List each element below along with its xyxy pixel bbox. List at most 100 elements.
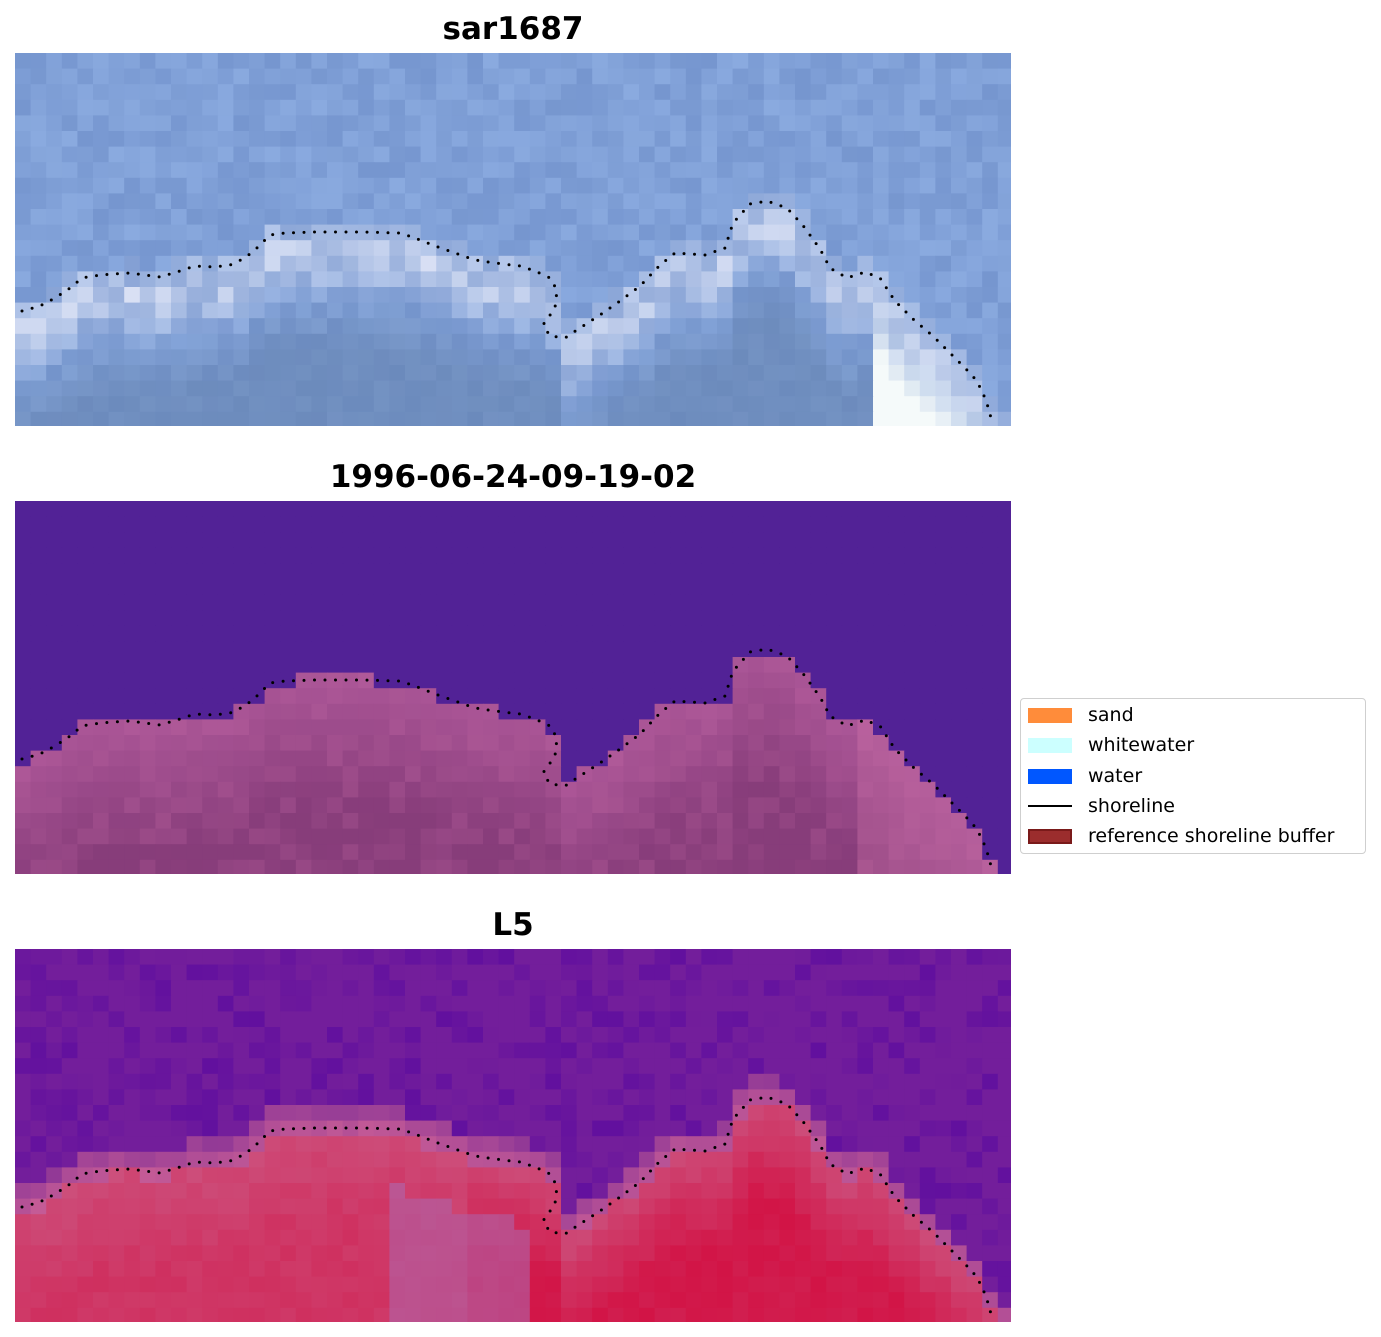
pixel-cell bbox=[873, 396, 890, 413]
pixel-cell bbox=[405, 501, 422, 518]
pixel-cell bbox=[717, 672, 734, 689]
pixel-cell bbox=[171, 1073, 188, 1090]
pixel-cell bbox=[982, 271, 999, 288]
pixel-cell bbox=[155, 1229, 172, 1246]
pixel-cell bbox=[264, 501, 281, 518]
pixel-cell bbox=[935, 766, 952, 783]
pixel-cell bbox=[342, 380, 359, 397]
pixel-cell bbox=[607, 1120, 624, 1137]
pixel-cell bbox=[358, 1198, 375, 1215]
pixel-cell bbox=[576, 209, 593, 226]
pixel-cell bbox=[358, 610, 375, 627]
pixel-cell bbox=[545, 162, 562, 179]
pixel-cell bbox=[420, 1011, 437, 1028]
pixel-cell bbox=[732, 949, 749, 966]
pixel-cell bbox=[904, 1183, 921, 1200]
pixel-cell bbox=[405, 964, 422, 981]
pixel-cell bbox=[529, 84, 546, 101]
pixel-cell bbox=[997, 980, 1011, 997]
pixel-cell bbox=[93, 1058, 110, 1075]
panel-2-image bbox=[15, 501, 1011, 874]
pixel-cell bbox=[389, 1167, 406, 1184]
pixel-cell bbox=[327, 579, 344, 596]
pixel-cell bbox=[888, 563, 905, 580]
pixel-cell bbox=[77, 349, 94, 366]
pixel-cell bbox=[561, 365, 578, 382]
pixel-cell bbox=[171, 68, 188, 85]
pixel-cell bbox=[186, 797, 203, 814]
pixel-cell bbox=[748, 828, 765, 845]
pixel-cell bbox=[436, 610, 453, 627]
pixel-cell bbox=[420, 766, 437, 783]
pixel-cell bbox=[61, 1058, 78, 1075]
pixel-cell bbox=[389, 255, 406, 272]
pixel-cell bbox=[514, 396, 531, 413]
pixel-cell bbox=[795, 813, 812, 830]
pixel-cell bbox=[451, 349, 468, 366]
shoreline-dot bbox=[554, 783, 558, 787]
pixel-cell bbox=[982, 1245, 999, 1262]
pixel-cell bbox=[358, 1183, 375, 1200]
pixel-cell bbox=[685, 84, 702, 101]
pixel-cell bbox=[483, 735, 500, 752]
pixel-cell bbox=[498, 68, 515, 85]
pixel-cell bbox=[15, 594, 32, 611]
pixel-cell bbox=[93, 1027, 110, 1044]
pixel-cell bbox=[139, 1307, 156, 1322]
pixel-cell bbox=[904, 1292, 921, 1309]
pixel-cell bbox=[61, 949, 78, 966]
pixel-cell bbox=[498, 594, 515, 611]
pixel-cell bbox=[233, 53, 250, 70]
pixel-cell bbox=[873, 99, 890, 116]
pixel-cell bbox=[654, 349, 671, 366]
pixel-cell bbox=[795, 995, 812, 1012]
pixel-cell bbox=[935, 547, 952, 564]
pixel-cell bbox=[592, 1245, 609, 1262]
pixel-cell bbox=[342, 750, 359, 767]
pixel-cell bbox=[186, 859, 203, 874]
pixel-cell bbox=[171, 1011, 188, 1028]
pixel-cell bbox=[623, 688, 640, 705]
pixel-cell bbox=[717, 735, 734, 752]
pixel-cell bbox=[93, 672, 110, 689]
shoreline-dot bbox=[986, 404, 990, 408]
pixel-cell bbox=[826, 610, 843, 627]
pixel-cell bbox=[670, 115, 687, 132]
pixel-cell bbox=[576, 703, 593, 720]
pixel-cell bbox=[873, 240, 890, 257]
pixel-cell bbox=[249, 333, 266, 350]
pixel-cell bbox=[701, 68, 718, 85]
pixel-cell bbox=[280, 1058, 297, 1075]
pixel-cell bbox=[529, 980, 546, 997]
pixel-cell bbox=[529, 672, 546, 689]
pixel-cell bbox=[951, 1261, 968, 1278]
pixel-cell bbox=[342, 516, 359, 533]
pixel-cell bbox=[997, 1292, 1011, 1309]
pixel-cell bbox=[654, 1058, 671, 1075]
pixel-cell bbox=[217, 396, 234, 413]
pixel-cell bbox=[997, 1089, 1011, 1106]
pixel-cell bbox=[904, 610, 921, 627]
pixel-cell bbox=[61, 1292, 78, 1309]
pixel-cell bbox=[639, 162, 656, 179]
pixel-cell bbox=[904, 1261, 921, 1278]
pixel-cell bbox=[139, 766, 156, 783]
pixel-cell bbox=[451, 964, 468, 981]
pixel-cell bbox=[217, 1167, 234, 1184]
pixel-cell bbox=[77, 380, 94, 397]
pixel-cell bbox=[217, 563, 234, 580]
pixel-cell bbox=[30, 688, 47, 705]
pixel-cell bbox=[529, 859, 546, 874]
pixel-cell bbox=[795, 964, 812, 981]
pixel-cell bbox=[685, 995, 702, 1012]
pixel-cell bbox=[670, 99, 687, 116]
pixel-cell bbox=[623, 302, 640, 319]
pixel-cell bbox=[217, 1276, 234, 1293]
pixel-cell bbox=[342, 1027, 359, 1044]
pixel-cell bbox=[327, 657, 344, 674]
pixel-cell bbox=[654, 84, 671, 101]
pixel-cell bbox=[841, 688, 858, 705]
pixel-cell bbox=[77, 333, 94, 350]
pixel-cell bbox=[420, 302, 437, 319]
pixel-cell bbox=[249, 844, 266, 861]
